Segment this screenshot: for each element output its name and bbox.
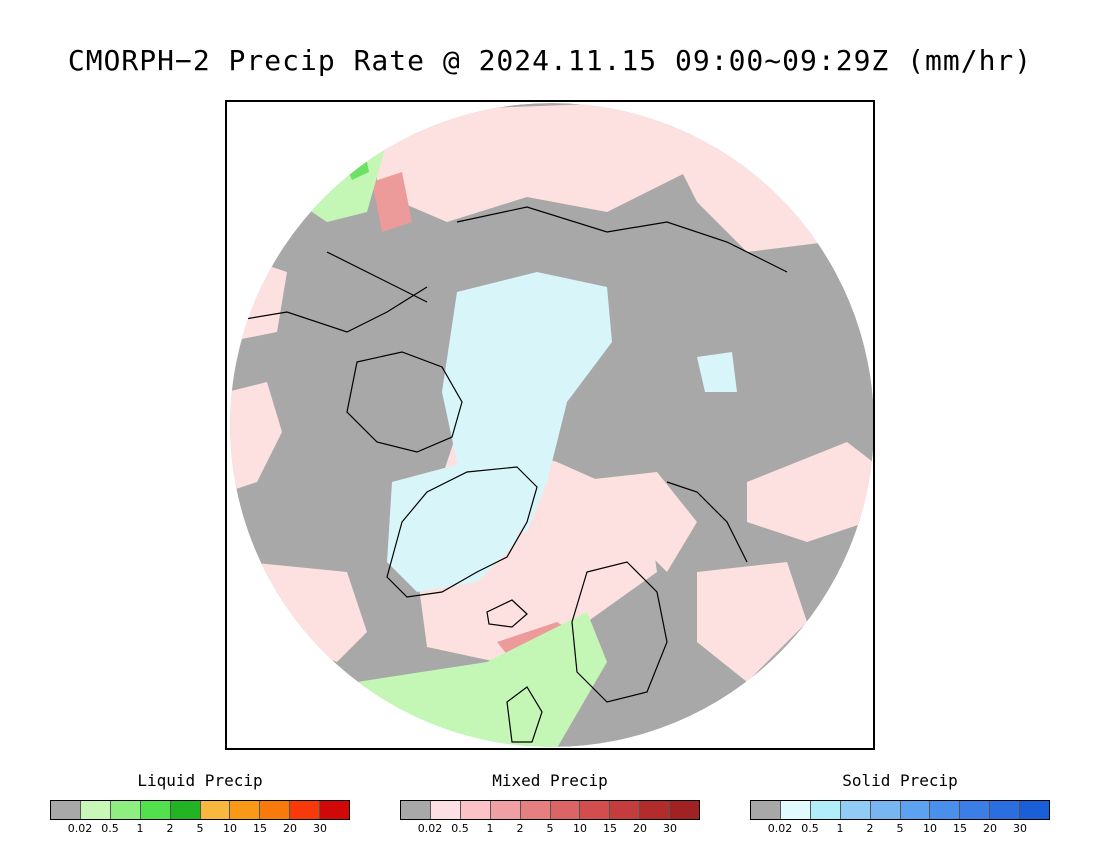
color-swatch [870, 801, 901, 819]
map-disc [230, 103, 873, 747]
tick-label: 20 [633, 822, 647, 835]
tick-label: 20 [983, 822, 997, 835]
mixed-precip-area-east [747, 442, 873, 542]
color-swatch [550, 801, 581, 819]
color-swatch [751, 801, 781, 819]
tick-label: 1 [836, 822, 844, 835]
iceland-coast [486, 599, 528, 628]
tick-label: 10 [573, 822, 587, 835]
tick-label: 1 [136, 822, 144, 835]
tick-label: 10 [223, 822, 237, 835]
solid-precip-legend: Solid Precip 0.02 0.5 1 2 5 10 15 20 30 [750, 770, 1050, 835]
color-swatch [990, 801, 1021, 819]
tick-label: 15 [953, 822, 967, 835]
color-swatch [320, 801, 350, 819]
tick-label: 5 [196, 822, 204, 835]
color-swatch [780, 801, 811, 819]
mixed-precip-streak [372, 172, 412, 232]
color-swatch [670, 801, 700, 819]
color-swatch [840, 801, 871, 819]
tick-labels: 0.02 0.5 1 2 5 10 15 20 30 [400, 820, 700, 835]
color-swatch [610, 801, 641, 819]
solid-precip-area-greenland [387, 462, 527, 592]
tick-label: 0.5 [451, 822, 469, 835]
color-swatch [80, 801, 111, 819]
tick-label: 5 [896, 822, 904, 835]
color-swatch [200, 801, 231, 819]
tick-label: 0.5 [801, 822, 819, 835]
color-scale [750, 800, 1050, 820]
legend-title: Mixed Precip [492, 771, 608, 790]
tick-label: 10 [923, 822, 937, 835]
color-scale [400, 800, 700, 820]
tick-labels: 0.02 0.5 1 2 5 10 15 20 30 [750, 820, 1050, 835]
color-swatch [230, 801, 261, 819]
boundary-line [326, 251, 428, 303]
mixed-precip-legend: Mixed Precip 0.02 0.5 1 2 5 10 15 20 30 [400, 770, 700, 835]
color-swatch [930, 801, 961, 819]
color-swatch [640, 801, 671, 819]
color-swatch [960, 801, 991, 819]
tick-label: 1 [486, 822, 494, 835]
tick-label: 30 [663, 822, 677, 835]
color-swatch [260, 801, 291, 819]
alaska-canada-coast [230, 286, 428, 333]
coastlines [230, 206, 788, 743]
solid-precip-area-arctic [442, 272, 612, 532]
tick-label: 30 [313, 822, 327, 835]
color-swatch [170, 801, 201, 819]
mixed-precip-area-northeast [657, 122, 827, 252]
mixed-precip-area-southwest [247, 562, 367, 662]
map-title: CMORPH−2 Precip Rate @ 2024.11.15 09:00~… [67, 44, 1033, 77]
color-swatch [520, 801, 551, 819]
liquid-precip-legend: Liquid Precip 0.02 0.5 1 2 5 10 15 20 30 [50, 770, 350, 835]
greenland-coast [386, 466, 538, 598]
russia-north-coast [666, 481, 748, 563]
tick-label: 15 [603, 822, 617, 835]
tick-label: 15 [253, 822, 267, 835]
tick-label: 0.5 [101, 822, 119, 835]
legend-title: Liquid Precip [137, 771, 263, 790]
color-swatch [51, 801, 81, 819]
mixed-precip-area-west [230, 382, 282, 492]
color-swatch [900, 801, 931, 819]
color-swatch [580, 801, 611, 819]
tick-label: 30 [1013, 822, 1027, 835]
color-swatch [810, 801, 841, 819]
color-swatch [401, 801, 431, 819]
tick-label: 5 [546, 822, 554, 835]
legend-title: Solid Precip [842, 771, 958, 790]
polar-map-svg [230, 103, 873, 747]
siberia-coast [456, 206, 788, 273]
color-swatch [140, 801, 171, 819]
precip-map [225, 100, 875, 750]
british-isles-coast [506, 686, 543, 743]
arctic-archipelago-coast [346, 351, 463, 453]
tick-labels: 0.02 0.5 1 2 5 10 15 20 30 [50, 820, 350, 835]
color-swatch [1020, 801, 1050, 819]
scandinavia-coast [571, 561, 668, 703]
tick-label: 2 [516, 822, 524, 835]
mixed-precip-area-north [377, 103, 707, 222]
color-swatch [430, 801, 461, 819]
tick-label: 2 [166, 822, 174, 835]
color-swatch [490, 801, 521, 819]
color-swatch [110, 801, 141, 819]
mixed-precip-area-southeast [697, 562, 807, 682]
color-swatch [290, 801, 321, 819]
tick-label: 0.02 [767, 822, 793, 835]
solid-precip-patch [697, 352, 737, 392]
tick-label: 0.02 [417, 822, 443, 835]
color-swatch [460, 801, 491, 819]
mixed-precip-area-barents [567, 472, 697, 572]
tick-label: 0.02 [67, 822, 93, 835]
tick-label: 2 [866, 822, 874, 835]
color-scale [50, 800, 350, 820]
liquid-precip-area-north-atlantic [357, 612, 607, 747]
tick-label: 20 [283, 822, 297, 835]
